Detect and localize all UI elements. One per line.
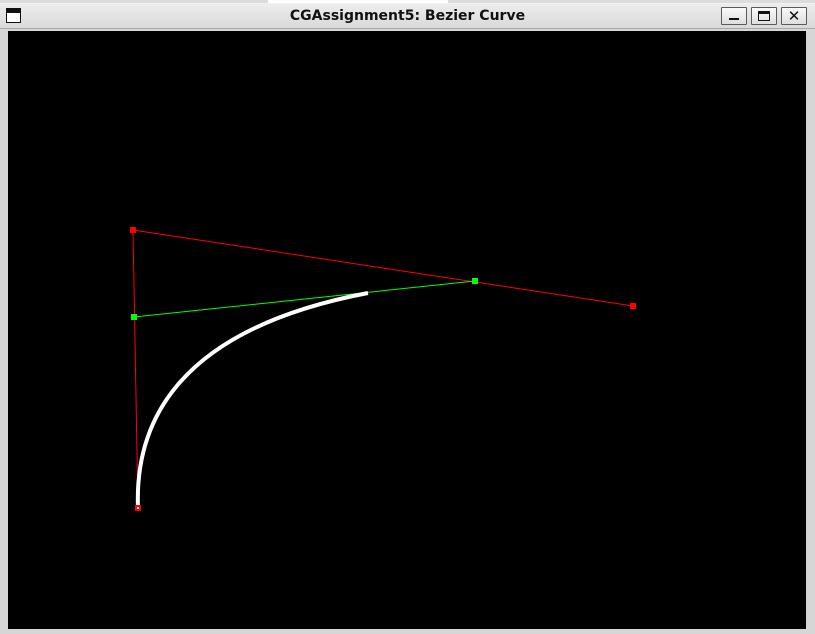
subdivision-point-1[interactable] xyxy=(131,314,137,320)
desktop-strip xyxy=(0,0,815,4)
app-window: CGAssignment5: Bezier Curve ✕ xyxy=(0,3,815,634)
bezier-canvas[interactable] xyxy=(8,31,806,629)
control-polygon xyxy=(132,229,139,509)
close-icon: ✕ xyxy=(787,7,801,25)
control-point-3[interactable] xyxy=(630,303,636,309)
window-title: CGAssignment5: Bezier Curve xyxy=(289,8,526,24)
desktop-highlight xyxy=(268,0,448,3)
close-button[interactable]: ✕ xyxy=(781,7,807,25)
bezier-curve xyxy=(135,291,369,509)
maximize-button[interactable] xyxy=(751,7,777,25)
maximize-icon xyxy=(758,11,770,21)
control-point-2-inner xyxy=(137,507,139,509)
title-bar[interactable]: CGAssignment5: Bezier Curve ✕ xyxy=(0,4,815,29)
subdivision-point-2[interactable] xyxy=(472,278,478,284)
control-point-1[interactable] xyxy=(130,227,136,233)
subdivision-line xyxy=(133,280,476,318)
opengl-canvas[interactable] xyxy=(8,31,806,629)
window-menu-bar xyxy=(7,9,20,13)
control-polygon-top xyxy=(132,229,634,307)
minimize-icon xyxy=(729,18,739,20)
window-menu-icon[interactable] xyxy=(6,8,21,23)
canvas-background xyxy=(8,31,806,629)
minimize-button[interactable] xyxy=(721,7,747,25)
